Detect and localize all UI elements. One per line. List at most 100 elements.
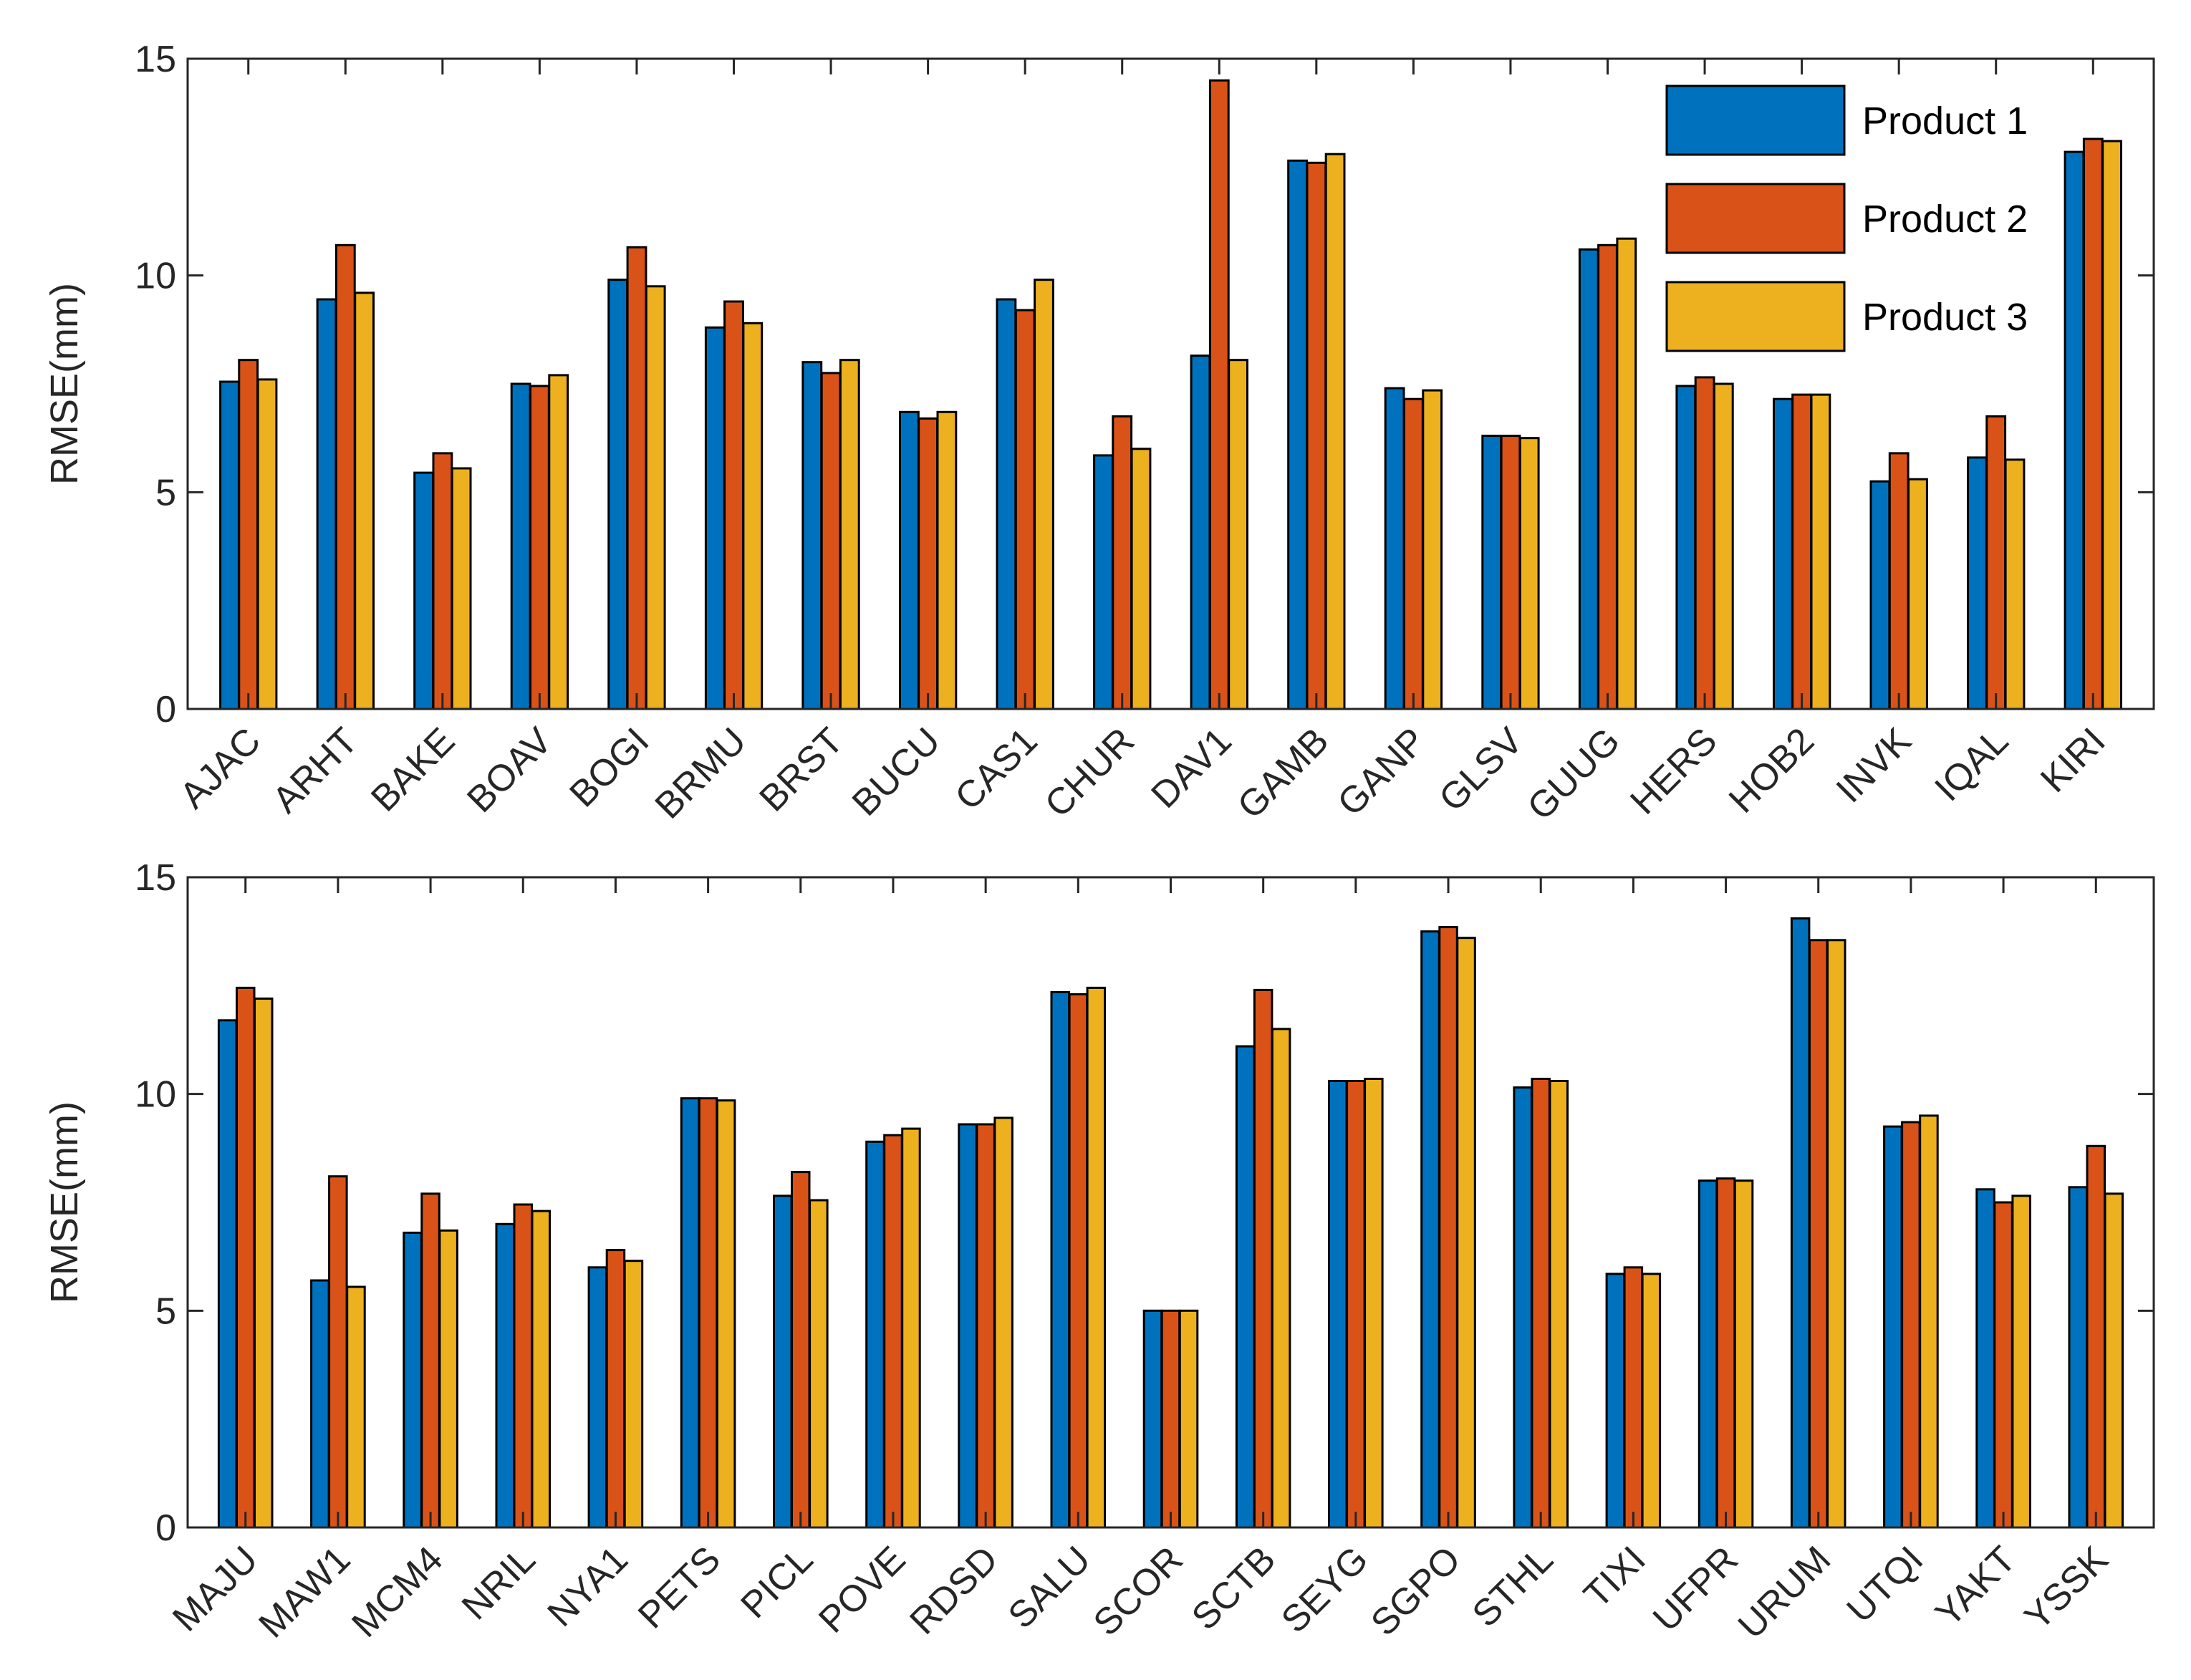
- bar-sgpo-product-2: [1438, 926, 1458, 1529]
- bar-kiri-product-2: [2082, 137, 2104, 710]
- x-tick-label: IQAL: [1927, 720, 2016, 809]
- x-tick-label: TIXI: [1576, 1538, 1653, 1616]
- bar-cas1-product-3: [1034, 279, 1054, 710]
- legend-label-product-1: Product 1: [1862, 100, 2028, 143]
- bar-iqal-product-2: [1985, 415, 2007, 710]
- bar-brst-product-3: [839, 359, 860, 710]
- y-axis-title: RMSE(mm): [43, 1101, 86, 1303]
- bar-scor-product-2: [1160, 1309, 1181, 1529]
- bar-nya1-product-2: [605, 1249, 626, 1529]
- x-tick-label: URUM: [1730, 1538, 1839, 1646]
- bar-glsv-product-3: [1518, 437, 1540, 710]
- x-tick-label: GUUG: [1520, 720, 1628, 828]
- x-tick-label: MAW1: [251, 1538, 358, 1646]
- x-tick-label: STHL: [1465, 1538, 1561, 1635]
- y-tick-label: 10: [135, 1074, 176, 1116]
- x-tick-label: AJAC: [172, 720, 269, 816]
- bar-scor-product-3: [1178, 1309, 1199, 1529]
- x-tick-label: CAS1: [948, 720, 1046, 818]
- bar-sthl-product-1: [1513, 1086, 1533, 1529]
- bar-sthl-product-2: [1531, 1078, 1551, 1529]
- x-tick-label: YSSK: [2017, 1538, 2117, 1638]
- bar-ganp-product-1: [1384, 387, 1405, 710]
- bar-boav-product-2: [529, 385, 550, 710]
- bar-pets-product-3: [716, 1099, 736, 1529]
- bar-sctb-product-2: [1253, 988, 1273, 1529]
- bar-chur-product-1: [1093, 454, 1114, 710]
- bar-picl-product-3: [809, 1199, 829, 1529]
- y-tick-label: 15: [135, 39, 176, 80]
- bar-tixi-product-2: [1623, 1266, 1644, 1529]
- x-tick-label: BOGI: [562, 720, 657, 815]
- bar-arht-product-1: [316, 298, 337, 710]
- x-tick-label: MCM4: [344, 1538, 451, 1645]
- bar-maju-product-1: [217, 1019, 238, 1529]
- bar-cas1-product-1: [996, 298, 1017, 710]
- bar-mcm4-product-1: [403, 1231, 423, 1529]
- x-tick-label: SGPO: [1363, 1538, 1468, 1643]
- bar-yssk-product-1: [2068, 1186, 2088, 1529]
- bar-kiri-product-1: [2064, 150, 2085, 710]
- y-tick-label: 5: [155, 472, 176, 513]
- bar-ajac-product-2: [238, 359, 259, 710]
- bar-bucu-product-2: [918, 417, 938, 710]
- bar-nya1-product-1: [587, 1266, 608, 1529]
- bar-ufpr-product-2: [1715, 1177, 1736, 1529]
- bar-tixi-product-1: [1605, 1273, 1626, 1529]
- bar-brmu-product-3: [742, 322, 764, 710]
- bar-invk-product-2: [1888, 452, 1910, 710]
- x-tick-label: UTQI: [1839, 1538, 1932, 1631]
- bar-seyg-product-2: [1346, 1080, 1366, 1529]
- bar-hers-product-1: [1675, 385, 1697, 710]
- bar-urum-product-1: [1790, 917, 1811, 1529]
- x-tick-label: SEYG: [1273, 1538, 1376, 1641]
- bar-maju-product-3: [254, 998, 274, 1529]
- bar-mcm4-product-3: [438, 1229, 458, 1529]
- x-tick-label: NYA1: [540, 1538, 636, 1634]
- x-tick-label: NRIL: [454, 1538, 544, 1628]
- bar-sctb-product-1: [1235, 1045, 1256, 1529]
- bar-guug-product-1: [1578, 248, 1599, 710]
- bar-hob2-product-3: [1810, 393, 1831, 710]
- bar-utqi-product-1: [1883, 1125, 1903, 1529]
- legend-swatch-product-2: [1665, 183, 1846, 254]
- x-tick-label: PETS: [630, 1538, 728, 1636]
- y-tick-label: 15: [135, 857, 176, 899]
- bar-cas1-product-2: [1014, 309, 1036, 710]
- bar-yssk-product-2: [2086, 1144, 2106, 1529]
- bar-invk-product-1: [1869, 480, 1891, 710]
- bar-hers-product-3: [1713, 382, 1734, 710]
- y-tick-label: 5: [155, 1290, 176, 1332]
- bar-sgpo-product-3: [1456, 937, 1476, 1529]
- bar-seyg-product-1: [1328, 1080, 1348, 1529]
- bar-hob2-product-1: [1773, 397, 1793, 710]
- bar-dav1-product-3: [1228, 359, 1248, 710]
- bar-gamb-product-3: [1324, 153, 1346, 710]
- bar-brmu-product-2: [723, 300, 744, 710]
- bar-gamb-product-1: [1287, 159, 1308, 710]
- bar-chur-product-2: [1112, 415, 1133, 710]
- bar-hob2-product-2: [1791, 393, 1812, 710]
- bar-scor-product-1: [1142, 1309, 1163, 1529]
- bar-guug-product-3: [1616, 237, 1637, 710]
- bar-nril-product-2: [513, 1203, 533, 1529]
- x-tick-label: BRMU: [647, 720, 754, 826]
- bar-picl-product-2: [791, 1171, 811, 1529]
- x-tick-label: BUCU: [844, 720, 948, 824]
- bar-ufpr-product-3: [1733, 1179, 1754, 1529]
- bar-chur-product-3: [1130, 448, 1152, 710]
- bar-glsv-product-1: [1481, 435, 1503, 710]
- bar-salu-product-3: [1086, 986, 1107, 1529]
- bar-nril-product-3: [531, 1210, 551, 1529]
- bar-boav-product-1: [510, 382, 531, 710]
- x-tick-label: INVK: [1829, 720, 1920, 811]
- bar-urum-product-2: [1809, 939, 1829, 1529]
- bar-sgpo-product-1: [1420, 930, 1440, 1529]
- bar-brmu-product-1: [704, 326, 726, 710]
- bar-nril-product-1: [495, 1222, 515, 1529]
- x-tick-label: HOB2: [1721, 720, 1822, 821]
- bar-boav-product-3: [548, 374, 569, 710]
- bar-invk-product-3: [1907, 478, 1928, 710]
